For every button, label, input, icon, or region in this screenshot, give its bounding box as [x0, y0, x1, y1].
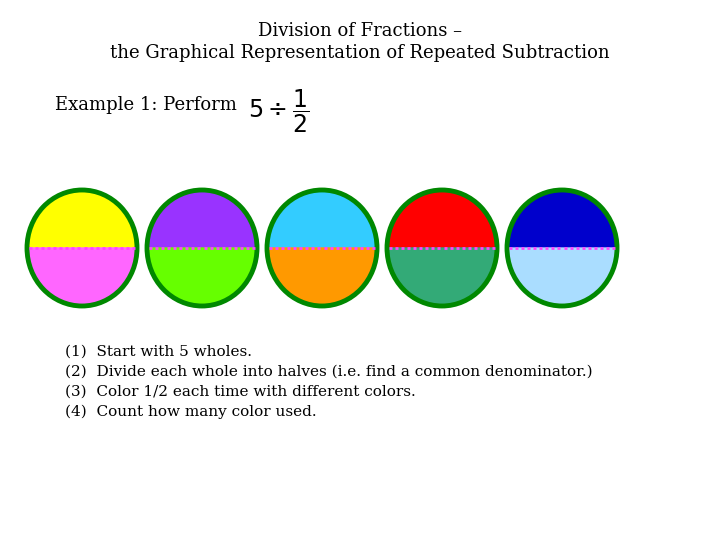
Text: (1)  Start with 5 wholes.: (1) Start with 5 wholes.	[65, 345, 252, 359]
Text: $5 \div \dfrac{1}{2}$: $5 \div \dfrac{1}{2}$	[248, 88, 309, 136]
Text: Example 1: Perform: Example 1: Perform	[55, 96, 237, 114]
Polygon shape	[27, 248, 137, 306]
Polygon shape	[27, 190, 137, 248]
Polygon shape	[147, 248, 257, 306]
Polygon shape	[267, 248, 377, 306]
Polygon shape	[267, 190, 377, 248]
Polygon shape	[507, 248, 617, 306]
Text: Division of Fractions –: Division of Fractions –	[258, 22, 462, 40]
Polygon shape	[387, 248, 497, 306]
Polygon shape	[147, 190, 257, 248]
Polygon shape	[507, 190, 617, 248]
Text: (4)  Count how many color used.: (4) Count how many color used.	[65, 405, 317, 420]
Text: (3)  Color 1/2 each time with different colors.: (3) Color 1/2 each time with different c…	[65, 385, 415, 399]
Polygon shape	[387, 190, 497, 248]
Text: the Graphical Representation of Repeated Subtraction: the Graphical Representation of Repeated…	[110, 44, 610, 62]
Text: (2)  Divide each whole into halves (i.e. find a common denominator.): (2) Divide each whole into halves (i.e. …	[65, 365, 593, 379]
